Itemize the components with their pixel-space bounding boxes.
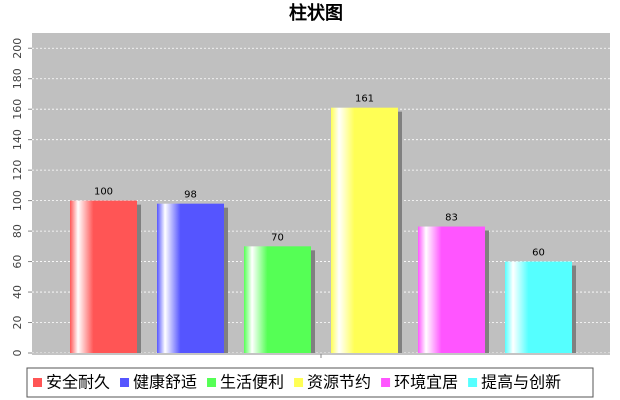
legend-label: 资源节约 (307, 373, 371, 392)
y-tick-label: 200 (11, 38, 24, 59)
legend-label: 生活便利 (220, 373, 284, 392)
legend-label: 环境宜居 (394, 373, 458, 392)
data-label: 100 (94, 187, 113, 198)
y-tick-label: 80 (11, 224, 24, 238)
bar (244, 246, 311, 353)
bar (331, 107, 398, 354)
bar (505, 261, 572, 353)
legend-swatch (207, 378, 217, 387)
y-tick-label: 20 (11, 316, 24, 330)
y-tick-label: 180 (11, 68, 24, 89)
legend-label: 安全耐久 (46, 373, 110, 392)
data-label: 60 (532, 248, 545, 259)
bar (70, 200, 137, 353)
data-label: 161 (355, 94, 374, 105)
legend-swatch (294, 378, 304, 387)
y-tick-label: 120 (11, 160, 24, 181)
data-label: 98 (184, 190, 197, 201)
legend-label: 提高与创新 (481, 373, 561, 392)
y-tick-label: 40 (11, 285, 24, 299)
y-tick-label: 60 (11, 255, 24, 269)
bar (157, 203, 224, 353)
legend-swatch (468, 378, 478, 387)
y-tick-label: 100 (11, 190, 24, 211)
y-tick-label: 160 (11, 99, 24, 120)
chart-title: 柱状图 (289, 2, 343, 24)
data-label: 70 (271, 232, 284, 243)
legend-label: 健康舒适 (133, 373, 197, 392)
data-label: 83 (445, 213, 458, 224)
y-tick-label: 0 (11, 350, 24, 357)
legend-swatch (381, 378, 391, 387)
legend-swatch (33, 378, 42, 387)
bar (418, 226, 485, 353)
legend-swatch (120, 378, 130, 387)
y-tick-label: 140 (11, 129, 24, 150)
